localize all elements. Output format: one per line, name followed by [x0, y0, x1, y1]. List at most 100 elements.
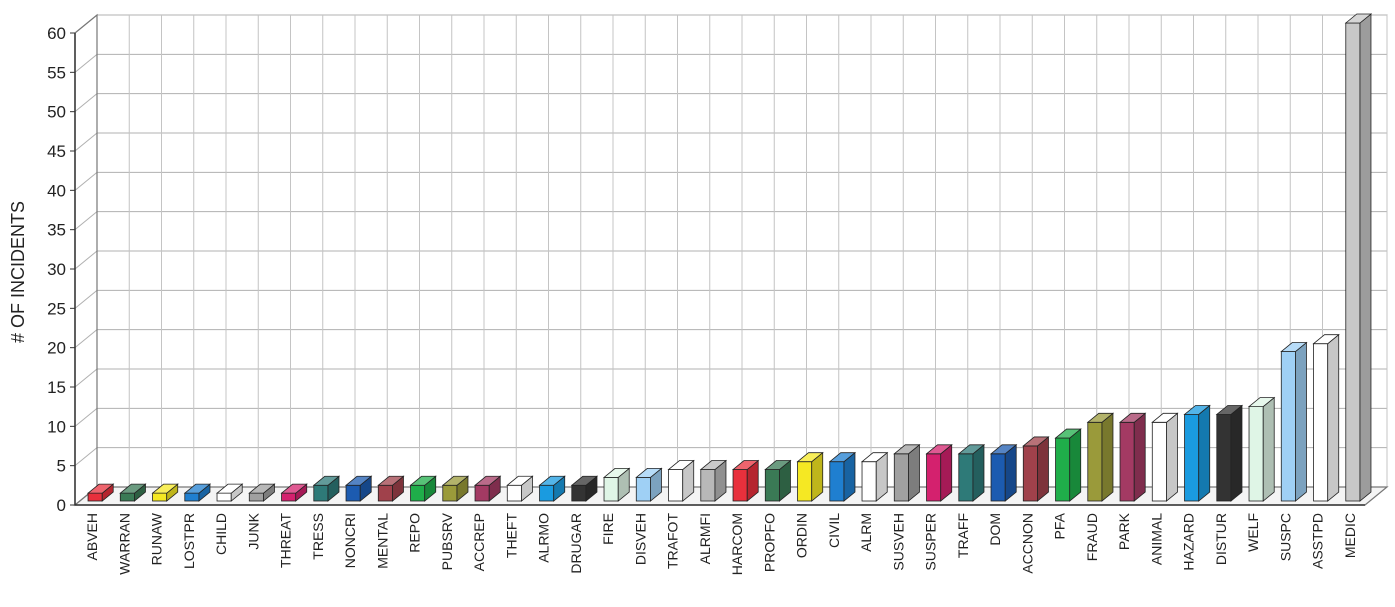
bar-top — [828, 452, 857, 463]
x-tick-label: ASSTPD — [1310, 513, 1326, 569]
bar-top — [957, 444, 986, 455]
bar-top — [1215, 405, 1244, 415]
bar-noncri — [344, 475, 373, 502]
bar-side — [1069, 428, 1082, 502]
bar-trafot — [667, 459, 695, 502]
bar-top — [796, 452, 824, 463]
x-tick-label: ACCREP — [471, 513, 487, 571]
x-tick-label: HARCOM — [729, 513, 745, 575]
bar-ordin — [796, 451, 824, 502]
bar-front — [926, 453, 942, 502]
bar-top — [409, 475, 437, 486]
bar-front — [1119, 421, 1135, 502]
bar-top — [667, 460, 695, 470]
bar-medic — [1344, 13, 1373, 502]
bar-top — [506, 475, 534, 486]
x-tick-label: SUSPER — [923, 513, 939, 571]
side-gridline — [74, 289, 98, 309]
y-tick-label: 60 — [47, 24, 66, 43]
bar-side — [1133, 412, 1146, 502]
bar-front — [700, 469, 716, 502]
x-tick-label: MEDIC — [1342, 513, 1358, 558]
bar-front — [1313, 343, 1329, 502]
bar-lostpr — [183, 483, 212, 502]
y-tick-label: 35 — [47, 221, 66, 240]
x-tick-label: TRAFF — [955, 513, 971, 558]
bar-top — [119, 483, 147, 494]
bar-front — [474, 484, 490, 502]
bar-front — [732, 469, 748, 502]
y-tick-label: 10 — [47, 417, 66, 436]
bar-front — [281, 492, 297, 502]
bar-front — [829, 461, 845, 502]
y-tick-label: 50 — [47, 103, 66, 122]
x-tick-label: SUSVEH — [890, 513, 906, 571]
x-tick-label: ALRM — [858, 513, 874, 552]
bar-top — [280, 483, 308, 494]
bar-top — [312, 475, 341, 486]
bar-front — [958, 453, 974, 502]
bar-front — [1087, 421, 1103, 502]
bar-accnon — [1022, 436, 1050, 502]
x-tick-label: FRAUD — [1084, 513, 1100, 561]
x-tick-label: CIVIL — [826, 513, 842, 548]
bar-traff — [957, 443, 986, 502]
bar-front — [571, 484, 587, 502]
bar-front — [216, 492, 232, 502]
bar-top — [1086, 412, 1115, 423]
bar-repo — [409, 475, 437, 502]
x-tick-label: ORDIN — [794, 513, 810, 558]
bar-front — [1216, 414, 1232, 502]
bar-top — [1118, 412, 1147, 423]
bar-threat — [280, 483, 308, 502]
bar-harcom — [731, 459, 760, 502]
bar-top — [215, 483, 244, 494]
bar-side — [1004, 443, 1017, 502]
x-tick-label: DOM — [987, 513, 1003, 546]
bar-child — [215, 483, 244, 502]
bar-top — [602, 467, 631, 478]
bar-front — [1345, 22, 1361, 502]
bar-front — [248, 492, 264, 502]
bar-side — [1166, 412, 1178, 502]
bar-top — [1247, 397, 1276, 408]
x-axis-ticks: ABVEH WARRAN RUNAW LOSTPR CHILD JUNK THREAT TRE… — [84, 512, 1358, 575]
side-gridline — [74, 53, 98, 73]
y-tick-label: 5 — [57, 457, 66, 476]
x-tick-label: DRUGAR — [568, 513, 584, 574]
bar-top — [1183, 405, 1211, 415]
x-tick-label: ALRMFI — [697, 513, 713, 564]
bar-front — [184, 492, 200, 502]
bar-front — [893, 453, 909, 502]
bar-side — [1359, 13, 1372, 502]
bar-hazard — [1183, 404, 1211, 502]
bar-side — [1037, 436, 1049, 502]
bar-warran — [119, 483, 147, 502]
x-tick-label: FIRE — [600, 513, 616, 545]
x-tick-label: ACCNON — [1019, 513, 1035, 574]
y-tick-label: 55 — [47, 63, 66, 82]
side-gridline — [74, 368, 98, 388]
bar-front — [87, 492, 103, 502]
x-tick-label: LOSTPR — [181, 513, 197, 569]
bar-top — [1022, 436, 1050, 447]
x-tick-label: TRAFOT — [665, 513, 681, 569]
bar-top — [925, 444, 953, 455]
bar-front — [668, 469, 684, 502]
bar-front — [764, 469, 780, 502]
y-tick-label: 15 — [47, 378, 66, 397]
bar-tress — [312, 475, 341, 502]
bar-distur — [1215, 404, 1244, 502]
bar-top — [151, 483, 179, 494]
bar-front — [506, 484, 522, 502]
bar-side — [972, 443, 985, 502]
x-tick-label: TRESS — [310, 513, 326, 560]
bar-top — [635, 467, 663, 478]
bar-mental — [377, 475, 405, 502]
bar-top — [893, 444, 921, 455]
bar-top — [860, 452, 889, 463]
bar-side — [1230, 404, 1243, 502]
x-tick-label: ABVEH — [84, 513, 100, 560]
side-gridline — [74, 250, 98, 270]
